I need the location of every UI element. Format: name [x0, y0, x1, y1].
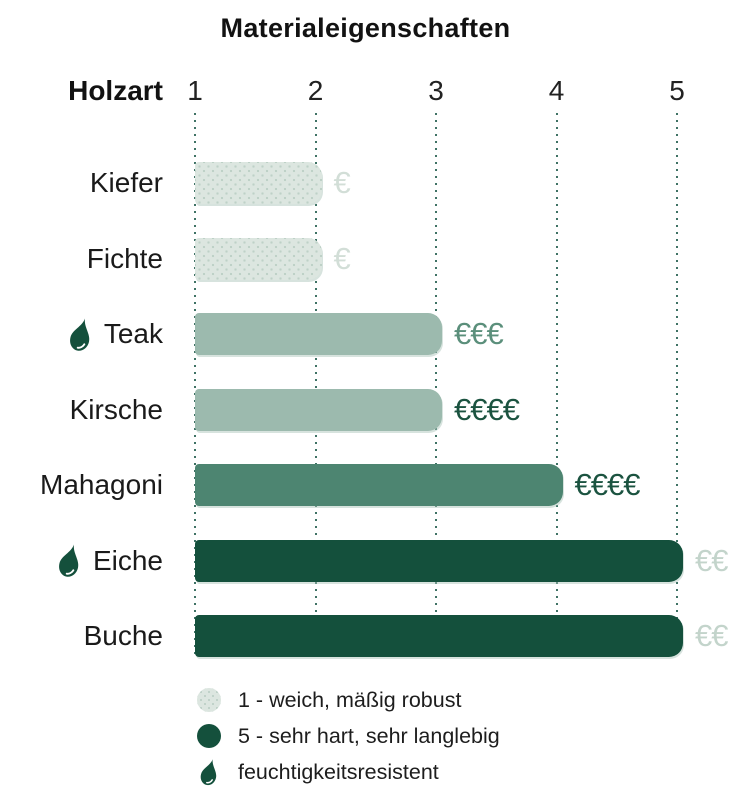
category-label: Buche — [83, 620, 163, 651]
gridline-2 — [314, 113, 317, 659]
droplet-icon — [69, 318, 90, 351]
legend-item-moisture: feuchtigkeitsresistent — [197, 758, 500, 786]
category-axis-label: Holzart — [68, 75, 163, 106]
category-label: Mahagoni — [40, 469, 163, 500]
category-label: Eiche — [92, 544, 163, 576]
plot-area: Kiefer € Fichte € Teak €€€ Kirsche €€€€ Mahagoni… — [0, 113, 755, 659]
light-bar-swatch-icon — [197, 688, 221, 712]
row-label-fichte: Fichte — [0, 238, 163, 280]
chart-title: Materialeigenschaften — [220, 13, 511, 43]
tick-label-3: 3 — [428, 75, 444, 106]
tick-label-4: 4 — [548, 75, 565, 106]
legend-label: 5 - sehr hart, sehr langlebig — [238, 723, 500, 748]
row-label-buche: Buche — [0, 615, 163, 657]
category-label: Kirsche — [69, 393, 163, 425]
price-label-teak: €€€ — [454, 316, 504, 351]
category-label: Fichte — [86, 242, 163, 274]
bar-buche — [195, 615, 683, 657]
gridline-4 — [555, 113, 558, 659]
bar-teak — [195, 313, 442, 355]
droplet-icon — [197, 758, 221, 786]
tick-label-1: 1 — [187, 75, 203, 106]
price-label-mahagoni: €€€€ — [574, 467, 641, 502]
row-label-teak: Teak — [0, 313, 163, 355]
legend-item-soft: 1 - weich, mäßig robust — [197, 688, 500, 712]
legend: 1 - weich, mäßig robust 5 - sehr hart, s… — [197, 688, 500, 796]
bar-kirsche — [195, 388, 442, 431]
legend-item-hard: 5 - sehr hart, sehr langlebig — [197, 724, 500, 748]
price-label-kirsche: €€€€ — [454, 391, 520, 427]
gridline-5 — [676, 113, 678, 659]
category-label: Kiefer — [89, 167, 163, 198]
droplet-icon — [200, 759, 216, 786]
droplet-icon — [59, 544, 79, 577]
price-label-kiefer: € — [333, 165, 351, 200]
legend-label: 1 - weich, mäßig robust — [238, 687, 462, 712]
bar-mahagoni — [195, 464, 563, 506]
bar-eiche — [195, 539, 683, 582]
category-label: Teak — [103, 318, 163, 349]
legend-label: feuchtigkeitsresistent — [238, 759, 439, 784]
tick-label-5: 5 — [669, 75, 685, 106]
gridline-1 — [194, 113, 196, 659]
price-label-buche: €€ — [695, 618, 728, 653]
price-label-fichte: € — [333, 240, 351, 276]
tick-label-2: 2 — [307, 75, 324, 106]
bar-kiefer — [195, 162, 322, 204]
dark-bar-swatch-icon — [197, 724, 221, 748]
row-label-kiefer: Kiefer — [0, 162, 163, 204]
gridline-3 — [435, 113, 437, 659]
price-label-eiche: €€ — [695, 542, 728, 578]
bar-fichte — [195, 237, 322, 280]
row-label-kirsche: Kirsche — [0, 389, 163, 431]
row-label-eiche: Eiche — [0, 540, 163, 582]
row-label-mahagoni: Mahagoni — [0, 464, 163, 506]
